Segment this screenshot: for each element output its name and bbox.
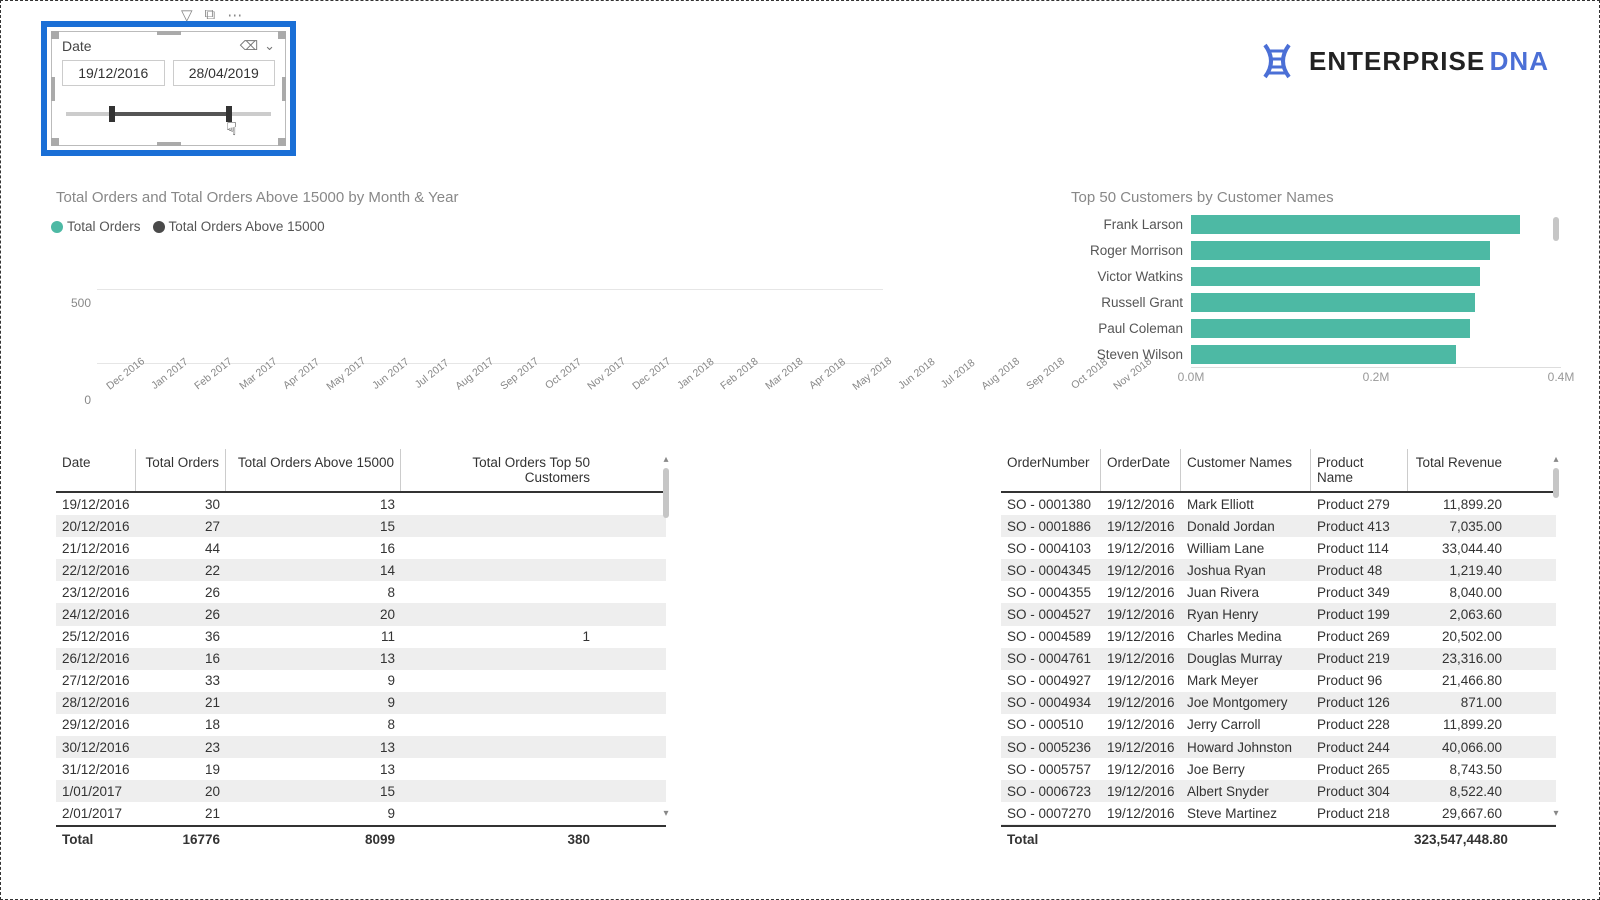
table-row[interactable]: 25/12/201636111	[56, 626, 666, 648]
orders-chart-title: Total Orders and Total Orders Above 1500…	[56, 189, 458, 206]
table-row[interactable]: 29/12/2016188	[56, 714, 666, 736]
table-row[interactable]: SO - 000476119/12/2016Douglas MurrayProd…	[1001, 648, 1556, 670]
chevron-down-icon[interactable]: ⌄	[264, 38, 275, 54]
date-from-input[interactable]: 19/12/2016	[62, 60, 165, 86]
customer-name: Paul Coleman	[1011, 321, 1191, 336]
customer-bar-row[interactable]: Victor Watkins	[1011, 263, 1561, 289]
customer-name: Victor Watkins	[1011, 269, 1191, 284]
table-row[interactable]: 30/12/20162313	[56, 736, 666, 758]
table-scrollbar[interactable]: ▴ ▾	[1551, 454, 1561, 819]
table-row[interactable]: 20/12/20162715	[56, 515, 666, 537]
table-row[interactable]: SO - 000434519/12/2016Joshua RyanProduct…	[1001, 559, 1556, 581]
table-row[interactable]: 2/01/2017219	[56, 802, 666, 824]
y-tick-label: 500	[53, 296, 91, 310]
table-scrollbar[interactable]: ▴ ▾	[661, 454, 671, 819]
column-header[interactable]: OrderDate	[1101, 449, 1181, 491]
table-row[interactable]: SO - 000435519/12/2016Juan RiveraProduct…	[1001, 581, 1556, 603]
date-slicer[interactable]: Date ⌫ ⌄ 19/12/2016 28/04/2019	[41, 21, 296, 156]
total-value	[1181, 832, 1311, 847]
table-row[interactable]: SO - 000523619/12/2016Howard JohnstonPro…	[1001, 736, 1556, 758]
customer-name: Steven Wilson	[1011, 347, 1191, 362]
table-row[interactable]: 23/12/2016268	[56, 581, 666, 603]
orders-bar-chart[interactable]: Dec 2016Jan 2017Feb 2017Mar 2017Apr 2017…	[53, 245, 883, 400]
table-row[interactable]: 1/01/20172015	[56, 780, 666, 802]
total-value: 16776	[136, 832, 226, 847]
total-value: 8099	[226, 832, 401, 847]
table-row[interactable]: SO - 000458919/12/2016Charles MedinaProd…	[1001, 626, 1556, 648]
customer-bar-row[interactable]: Frank Larson	[1011, 211, 1561, 237]
orders-summary-table[interactable]: DateTotal OrdersTotal Orders Above 15000…	[56, 449, 666, 852]
table-row[interactable]: SO - 000492719/12/2016Mark MeyerProduct …	[1001, 670, 1556, 692]
column-header[interactable]: Total Orders	[136, 449, 226, 491]
customer-name: Frank Larson	[1011, 217, 1191, 232]
table-row[interactable]: 28/12/2016219	[56, 692, 666, 714]
column-header[interactable]: Total Orders Top 50 Customers	[401, 449, 596, 491]
x-tick-label: 0.4M	[1548, 370, 1575, 384]
column-header[interactable]: Date	[56, 449, 136, 491]
customer-name: Russell Grant	[1011, 295, 1191, 310]
date-range-slider[interactable]	[66, 104, 271, 124]
table-row[interactable]: SO - 000188619/12/2016Donald JordanProdu…	[1001, 515, 1556, 537]
table-row[interactable]: SO - 000138019/12/2016Mark ElliottProduc…	[1001, 493, 1556, 515]
total-label: Total	[56, 832, 136, 847]
column-header[interactable]: Total Orders Above 15000	[226, 449, 401, 491]
table-row[interactable]: SO - 000493419/12/2016Joe MontgomeryProd…	[1001, 692, 1556, 714]
column-header[interactable]: Customer Names	[1181, 449, 1311, 491]
table-row[interactable]: 21/12/20164416	[56, 537, 666, 559]
total-value	[1101, 832, 1181, 847]
legend-item: Total Orders	[51, 219, 141, 234]
table-row[interactable]: 26/12/20161613	[56, 648, 666, 670]
eraser-icon[interactable]: ⌫	[240, 38, 258, 54]
total-value: 380	[401, 832, 596, 847]
customers-bar-chart[interactable]: Frank Larson Roger Morrison Victor Watkins…	[1011, 211, 1561, 406]
legend-item: Total Orders Above 15000	[153, 219, 325, 234]
column-header[interactable]: Total Revenue	[1408, 449, 1508, 491]
table-row[interactable]: SO - 000575719/12/2016Joe BerryProduct 2…	[1001, 758, 1556, 780]
total-value	[1311, 832, 1408, 847]
customer-bar-row[interactable]: Paul Coleman	[1011, 315, 1561, 341]
column-header[interactable]: OrderNumber	[1001, 449, 1101, 491]
table-row[interactable]: SO - 000727019/12/2016Steve MartinezProd…	[1001, 802, 1556, 824]
total-label: Total	[1001, 832, 1101, 847]
table-row[interactable]: SO - 000732719/12/2016Juan RussellProduc…	[1001, 824, 1556, 825]
customer-bar-row[interactable]: Russell Grant	[1011, 289, 1561, 315]
brand-logo: ENTERPRISE DNA	[1257, 41, 1549, 81]
table-row[interactable]: SO - 000452719/12/2016Ryan HenryProduct …	[1001, 603, 1556, 625]
x-tick-label: 0.2M	[1363, 370, 1390, 384]
customer-bar-row[interactable]: Steven Wilson	[1011, 341, 1561, 367]
table-row[interactable]: 24/12/20162620	[56, 603, 666, 625]
table-row[interactable]: 22/12/20162214	[56, 559, 666, 581]
total-value: 323,547,448.80	[1408, 832, 1508, 847]
table-row[interactable]: SO - 000410319/12/2016William LaneProduc…	[1001, 537, 1556, 559]
table-row[interactable]: SO - 000672319/12/2016Albert SnyderProdu…	[1001, 780, 1556, 802]
y-tick-label: 0	[53, 393, 91, 407]
dna-icon	[1257, 41, 1297, 81]
orders-chart-legend: Total Orders Total Orders Above 15000	[51, 219, 337, 234]
x-tick-label: 0.0M	[1178, 370, 1205, 384]
orders-detail-table[interactable]: OrderNumberOrderDateCustomer NamesProduc…	[1001, 449, 1556, 852]
customer-bar-row[interactable]: Roger Morrison	[1011, 237, 1561, 263]
table-row[interactable]: 27/12/2016339	[56, 670, 666, 692]
slicer-title: Date	[62, 38, 234, 54]
table-row[interactable]: 19/12/20163013	[56, 493, 666, 515]
column-header[interactable]: Product Name	[1311, 449, 1408, 491]
customers-chart-title: Top 50 Customers by Customer Names	[1071, 189, 1334, 206]
table-row[interactable]: SO - 00051019/12/2016Jerry CarrollProduc…	[1001, 714, 1556, 736]
customer-name: Roger Morrison	[1011, 243, 1191, 258]
table-row[interactable]: 31/12/20161913	[56, 758, 666, 780]
date-to-input[interactable]: 28/04/2019	[173, 60, 276, 86]
